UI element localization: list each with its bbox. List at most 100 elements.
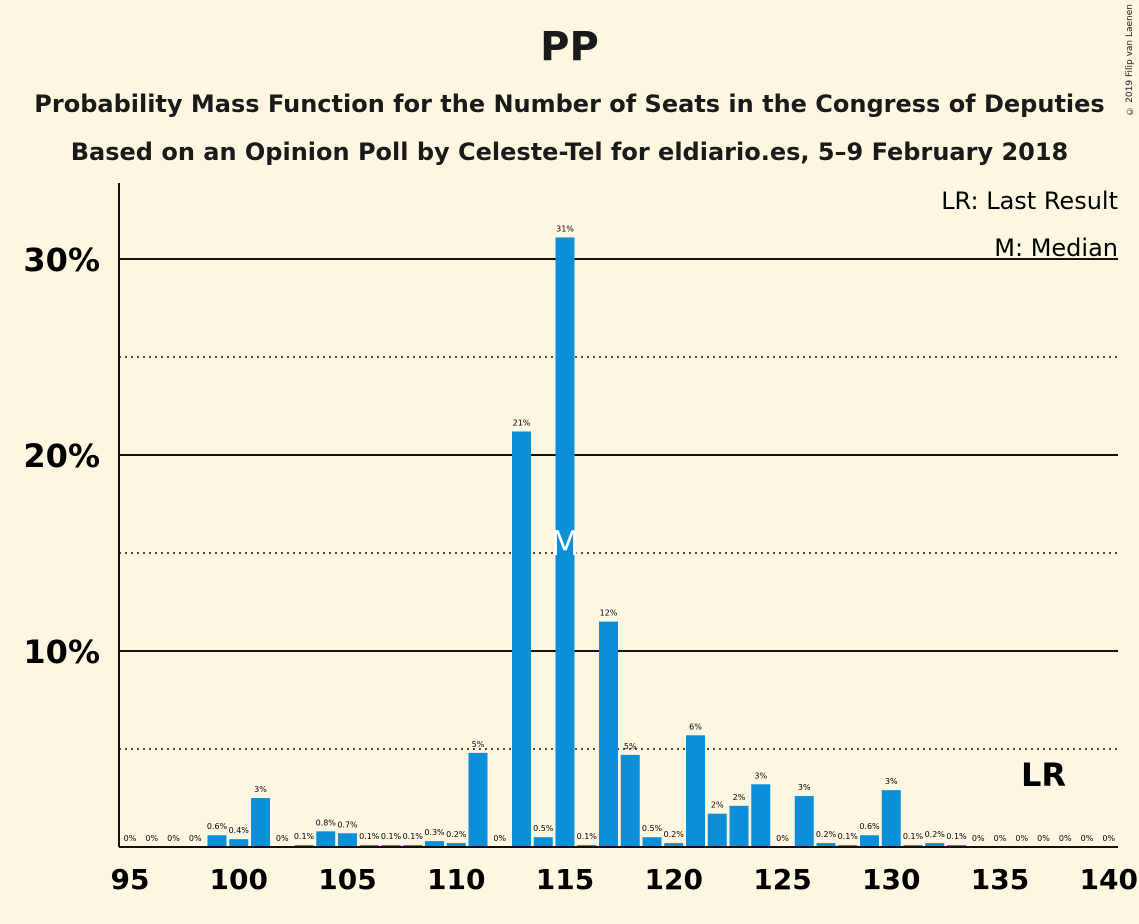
bar-seats-129 — [860, 835, 879, 847]
legend: LR: Last Result M: Median — [941, 187, 1118, 262]
x-tick-135: 135 — [971, 863, 1029, 896]
bar-seats-109 — [425, 841, 444, 847]
gridlines — [119, 258, 1118, 750]
legend-entry-1: LR: Last Result — [941, 187, 1118, 215]
x-tick-130: 130 — [862, 863, 920, 896]
x-tick-labels: 95 100 105 110 115 120 125 130 135 140 — [111, 863, 1138, 896]
bar-label-seats-133: 0.1% — [946, 832, 967, 841]
bar-seats-123 — [729, 805, 749, 847]
bar-label-seats-97: 0% — [167, 834, 180, 843]
bar-label-seats-95: 0% — [124, 834, 137, 843]
bar-label-seats-135: 0% — [994, 834, 1007, 843]
bar-label-seats-107: 0.1% — [381, 832, 402, 841]
bar-label-seats-113: 21% — [513, 418, 531, 427]
bar-label-seats-125: 0% — [776, 834, 789, 843]
bars — [207, 237, 966, 847]
bar-label-seats-103: 0.1% — [294, 832, 315, 841]
bar-seats-105 — [338, 833, 357, 847]
x-tick-95: 95 — [111, 863, 150, 896]
bar-label-seats-114: 0.5% — [533, 824, 554, 833]
bar-seats-120 — [664, 843, 684, 847]
bar-label-seats-136: 0% — [1015, 834, 1028, 843]
bar-label-seats-105: 0.7% — [337, 820, 358, 829]
legend-entry-2: M: Median — [994, 234, 1118, 262]
bar-label-seats-127: 0.2% — [816, 830, 837, 839]
last-result-marker: LR — [1021, 756, 1066, 794]
bar-label-seats-120: 0.2% — [664, 830, 685, 839]
y-tick-20: 20% — [23, 437, 100, 475]
bar-label-seats-96: 0% — [145, 834, 158, 843]
bar-label-seats-124: 3% — [754, 771, 767, 780]
y-tick-10: 10% — [23, 633, 100, 671]
bar-seats-132 — [925, 843, 945, 847]
bar-seats-119 — [642, 837, 662, 847]
bar-labels: 0% 0% 0% 0%0.6% 0.4%3%0% 0.1%0.8% 0.7%0.1% 0.1%… — [124, 224, 1116, 843]
bar-seats-111 — [468, 752, 488, 847]
bar-label-seats-128: 0.1% — [838, 832, 859, 841]
bar-seats-104 — [316, 831, 336, 847]
bar-seats-126 — [794, 796, 814, 847]
bar-seats-118 — [620, 754, 640, 847]
bar-label-seats-132: 0.2% — [925, 830, 946, 839]
bar-label-seats-116: 0.1% — [577, 832, 598, 841]
bar-seats-130 — [881, 790, 901, 847]
x-tick-105: 105 — [318, 863, 376, 896]
bar-label-seats-123: 2% — [733, 793, 746, 802]
bar-seats-124 — [751, 784, 771, 847]
bar-label-seats-110: 0.2% — [446, 830, 467, 839]
axes — [118, 183, 1118, 848]
bar-seats-100 — [229, 839, 249, 847]
bar-seats-117 — [599, 621, 618, 847]
bar-label-seats-140: 0% — [1102, 834, 1115, 843]
x-tick-140: 140 — [1080, 863, 1138, 896]
bar-label-seats-112: 0% — [493, 834, 506, 843]
bar-label-seats-102: 0% — [276, 834, 289, 843]
bar-seats-122 — [707, 813, 727, 847]
bar-label-seats-117: 12% — [600, 609, 618, 618]
x-tick-115: 115 — [536, 863, 594, 896]
x-tick-100: 100 — [210, 863, 268, 896]
bar-label-seats-139: 0% — [1081, 834, 1094, 843]
markers: M LR — [550, 524, 1066, 794]
bar-label-seats-99: 0.6% — [207, 822, 228, 831]
x-tick-125: 125 — [753, 863, 811, 896]
bar-seats-113 — [512, 431, 531, 847]
bar-seats-127 — [816, 843, 836, 847]
bar-label-seats-115: 31% — [556, 224, 574, 233]
bar-label-seats-109: 0.3% — [424, 828, 445, 837]
bar-label-seats-106: 0.1% — [359, 832, 380, 841]
bar-label-seats-134: 0% — [972, 834, 985, 843]
bar-seats-121 — [686, 735, 705, 847]
bar-label-seats-108: 0.1% — [403, 832, 424, 841]
bar-label-seats-130: 3% — [885, 777, 898, 786]
bar-label-seats-118: 5% — [624, 742, 637, 751]
bar-label-seats-101: 3% — [254, 785, 267, 794]
chart-title: PP — [540, 24, 599, 70]
x-tick-110: 110 — [427, 863, 485, 896]
bar-label-seats-104: 0.8% — [316, 818, 337, 827]
y-tick-labels: 10% 20% 30% — [23, 241, 100, 671]
bar-label-seats-122: 2% — [711, 801, 724, 810]
chart-subtitle-2: Based on an Opinion Poll by Celeste-Tel … — [70, 138, 1069, 166]
bar-label-seats-98: 0% — [189, 834, 202, 843]
bar-label-seats-100: 0.4% — [229, 826, 250, 835]
bar-label-seats-137: 0% — [1037, 834, 1050, 843]
bar-seats-99 — [207, 835, 227, 847]
bar-seats-115 — [555, 237, 575, 847]
bar-label-seats-119: 0.5% — [642, 824, 663, 833]
bar-label-seats-138: 0% — [1059, 834, 1072, 843]
bar-label-seats-131: 0.1% — [903, 832, 924, 841]
median-marker: M — [550, 524, 579, 564]
bar-label-seats-126: 3% — [798, 783, 811, 792]
chart-subtitle-1: Probability Mass Function for the Number… — [34, 90, 1105, 118]
bar-label-seats-121: 6% — [689, 722, 702, 731]
bar-seats-114 — [533, 837, 553, 847]
y-tick-30: 30% — [23, 241, 100, 279]
x-tick-120: 120 — [645, 863, 703, 896]
bar-label-seats-129: 0.6% — [859, 822, 880, 831]
bar-seats-110 — [446, 843, 466, 847]
bar-seats-101 — [251, 798, 270, 847]
bar-label-seats-111: 5% — [472, 740, 485, 749]
